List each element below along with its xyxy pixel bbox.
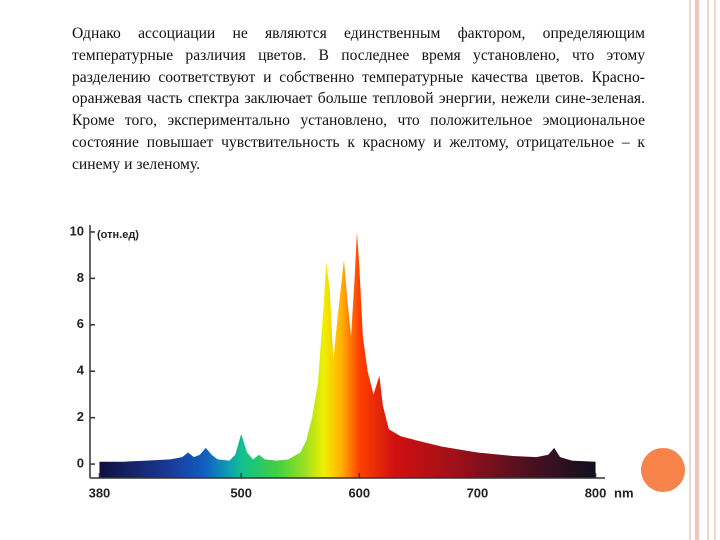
- x-tick-label: 380: [89, 485, 111, 500]
- x-tick-label: 600: [348, 485, 370, 500]
- y-tick-label: 0: [77, 456, 84, 471]
- y-tick-label: 10: [70, 223, 84, 238]
- spectrum-area: [99, 231, 596, 478]
- y-tick-label: 8: [77, 270, 84, 285]
- y-tick-label: 2: [77, 409, 84, 424]
- paragraph: Однако ассоциации не являются единственн…: [72, 25, 645, 173]
- x-axis-label: nm: [614, 485, 634, 500]
- x-tick-label: 500: [230, 485, 252, 500]
- deco-circle: [641, 448, 685, 492]
- x-tick-label: 700: [467, 485, 489, 500]
- y-tick-label: 4: [77, 363, 85, 378]
- y-axis-label: (отн.ед): [97, 229, 139, 241]
- y-tick-label: 6: [77, 316, 84, 331]
- x-tick-label: 800: [585, 485, 607, 500]
